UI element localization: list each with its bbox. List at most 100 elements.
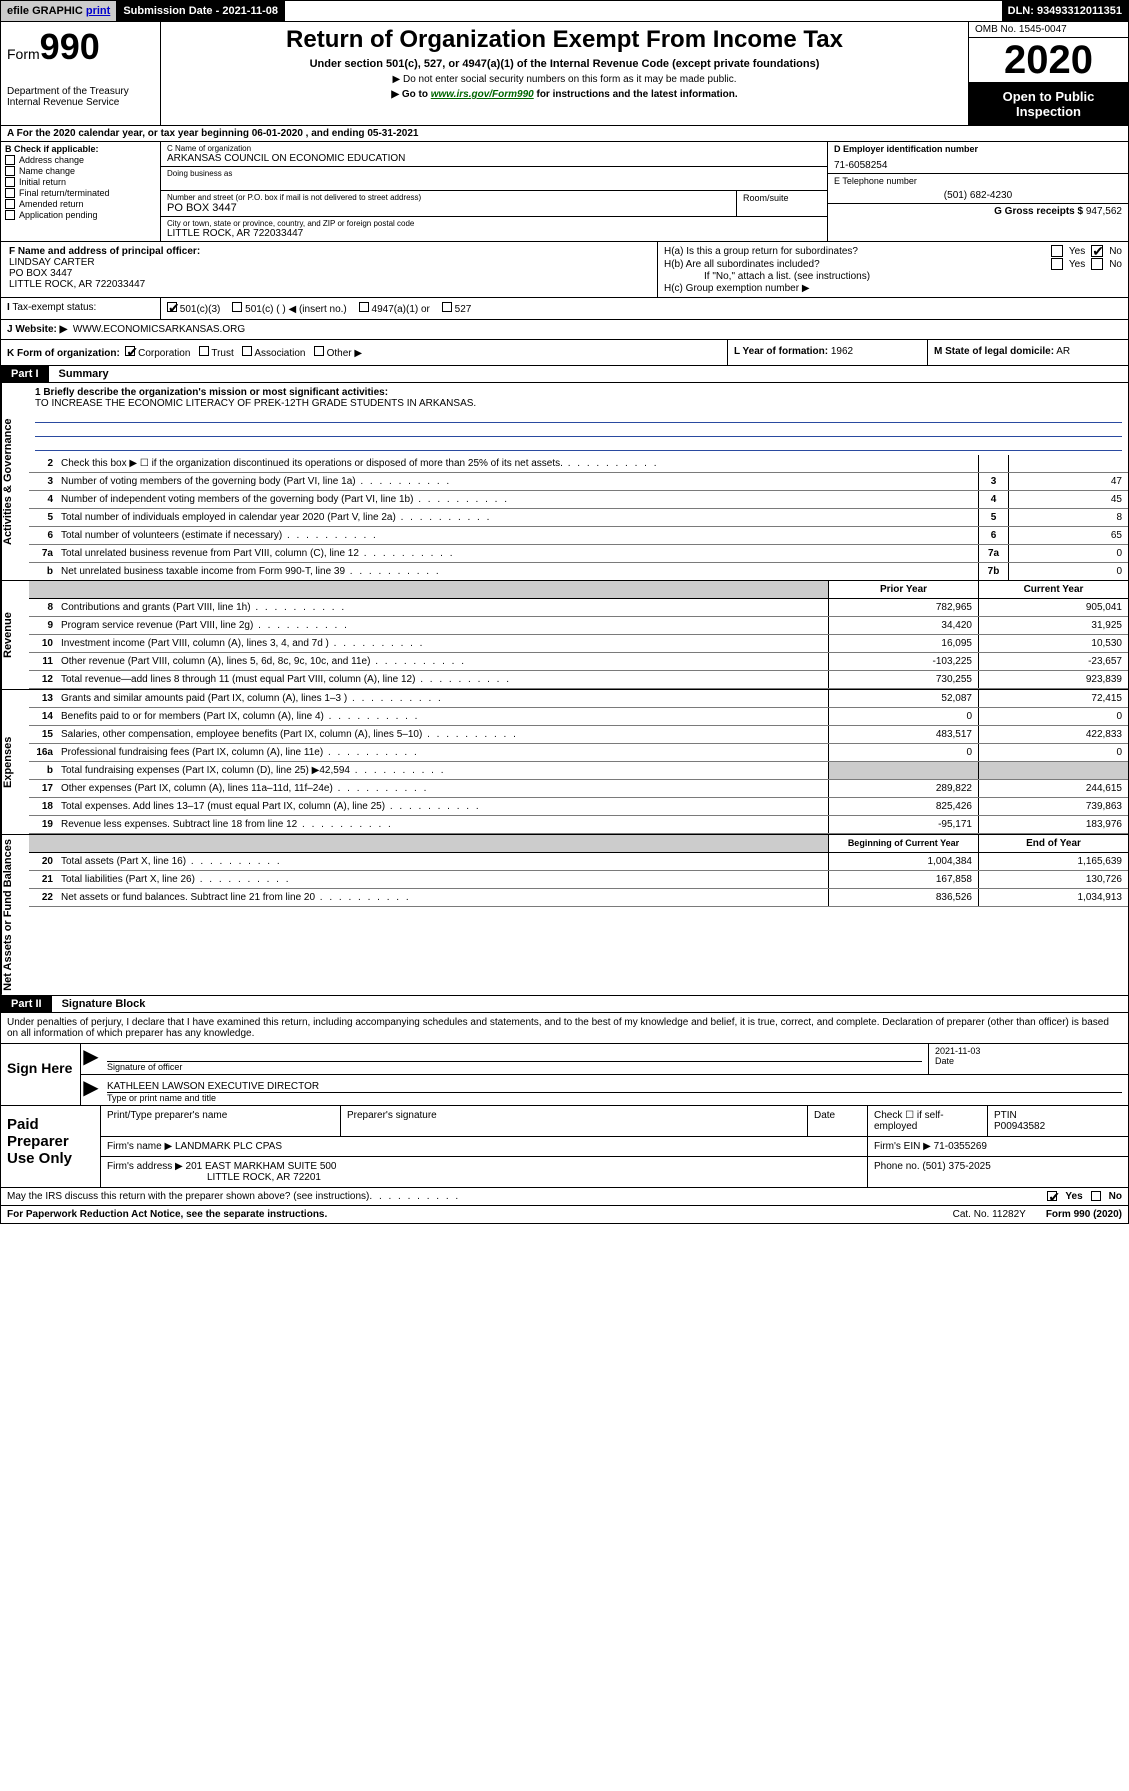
governance-body: 1 Briefly describe the organization's mi…: [29, 383, 1128, 580]
street-cell: Number and street (or P.O. box if mail i…: [161, 191, 737, 216]
irs-link[interactable]: www.irs.gov/Form990: [431, 89, 534, 100]
gov-row: 3Number of voting members of the governi…: [29, 473, 1128, 491]
room-cell: Room/suite: [737, 191, 827, 216]
paid-preparer-label: Paid Preparer Use Only: [1, 1106, 101, 1187]
prep-sig-label: Preparer's signature: [341, 1106, 808, 1136]
mission-label: 1 Briefly describe the organization's mi…: [35, 387, 388, 398]
name-title-label: Type or print name and title: [107, 1093, 1122, 1103]
h-c-row: H(c) Group exemption number ▶: [664, 283, 1122, 294]
ha-no[interactable]: [1091, 245, 1103, 257]
prior-year-header: Prior Year: [828, 581, 978, 598]
ck-501c[interactable]: [232, 302, 242, 312]
data-row: bTotal fundraising expenses (Part IX, co…: [29, 762, 1128, 780]
row-j-website: J Website: ▶ WWW.ECONOMICSARKANSAS.ORG: [0, 320, 1129, 340]
row-klm: K Form of organization: Corporation Trus…: [0, 340, 1129, 366]
tax-status-options: 501(c)(3) 501(c) ( ) ◀ (insert no.) 4947…: [161, 298, 1128, 319]
ck-app-pending[interactable]: Application pending: [5, 210, 156, 220]
part-ii-header: Part II Signature Block: [0, 996, 1129, 1013]
discuss-row: May the IRS discuss this return with the…: [0, 1188, 1129, 1206]
sign-here-body: ▶ Signature of officer 2021-11-03 Date ▶…: [81, 1044, 1128, 1105]
gov-row: 5Total number of individuals employed in…: [29, 509, 1128, 527]
return-title: Return of Organization Exempt From Incom…: [169, 26, 960, 54]
m-state: M State of legal domicile: AR: [928, 340, 1128, 365]
firm-addr2: LITTLE ROCK, AR 72201: [107, 1172, 321, 1183]
officer-addr1: PO BOX 3447: [9, 268, 649, 279]
col-f-officer: F Name and address of principal officer:…: [1, 242, 658, 297]
net-assets-section: Net Assets or Fund Balances Beginning of…: [0, 835, 1129, 996]
sign-here-block: Sign Here ▶ Signature of officer 2021-11…: [0, 1043, 1129, 1106]
mission-text: TO INCREASE THE ECONOMIC LITERACY OF PRE…: [35, 398, 1122, 409]
h-b-note: If "No," attach a list. (see instruction…: [664, 271, 1122, 282]
row-i-tax-status: I Tax-exempt status: 501(c)(3) 501(c) ( …: [0, 298, 1129, 320]
org-name: ARKANSAS COUNCIL ON ECONOMIC EDUCATION: [167, 153, 821, 164]
side-tab-net-assets: Net Assets or Fund Balances: [1, 835, 29, 995]
block-bcd: B Check if applicable: Address change Na…: [0, 142, 1129, 242]
paperwork-notice: For Paperwork Reduction Act Notice, see …: [7, 1209, 327, 1220]
data-row: 13Grants and similar amounts paid (Part …: [29, 690, 1128, 708]
side-tab-expenses: Expenses: [1, 690, 29, 834]
k-label: K Form of organization:: [7, 348, 120, 359]
name-title-cell: KATHLEEN LAWSON EXECUTIVE DIRECTOR Type …: [101, 1075, 1128, 1105]
revenue-col-header: Prior Year Current Year: [29, 581, 1128, 599]
net-assets-body: Beginning of Current Year End of Year 20…: [29, 835, 1128, 995]
sign-date-value: 2021-11-03: [935, 1046, 1122, 1056]
dba-label: Doing business as: [167, 169, 821, 178]
tax-status-label: I Tax-exempt status:: [1, 298, 161, 319]
header-left: Form990 Department of the Treasury Inter…: [1, 22, 161, 125]
ha-yes[interactable]: [1051, 245, 1063, 257]
col-h-group: H(a) Is this a group return for subordin…: [658, 242, 1128, 297]
ck-other[interactable]: [314, 346, 324, 356]
part-ii-title: Signature Block: [52, 996, 156, 1012]
ck-address-change[interactable]: Address change: [5, 155, 156, 165]
subtitle-2: ▶ Do not enter social security numbers o…: [169, 74, 960, 85]
website-label: Website: ▶: [15, 324, 67, 335]
data-row: 22Net assets or fund balances. Subtract …: [29, 889, 1128, 907]
ck-amended[interactable]: Amended return: [5, 199, 156, 209]
signature-label: Signature of officer: [107, 1062, 922, 1072]
dln: DLN: 93493312011351: [1002, 1, 1128, 21]
ck-trust[interactable]: [199, 346, 209, 356]
sign-arrow-icon-2: ▶: [81, 1075, 101, 1105]
ck-corporation[interactable]: [125, 346, 135, 356]
block-fh: F Name and address of principal officer:…: [0, 242, 1129, 298]
data-row: 16aProfessional fundraising fees (Part I…: [29, 744, 1128, 762]
gov-row: bNet unrelated business taxable income f…: [29, 563, 1128, 580]
ein-label: D Employer identification number: [834, 144, 1122, 154]
part-i-title: Summary: [49, 366, 119, 382]
tel-label: E Telephone number: [834, 176, 1122, 186]
hb-yes[interactable]: [1051, 258, 1063, 270]
org-name-label: C Name of organization: [167, 144, 821, 153]
discuss-yes[interactable]: [1047, 1191, 1057, 1201]
mission-block: 1 Briefly describe the organization's mi…: [29, 383, 1128, 455]
ein-cell: D Employer identification number 71-6058…: [828, 142, 1128, 174]
address-row: Number and street (or P.O. box if mail i…: [161, 191, 827, 217]
ck-final-return[interactable]: Final return/terminated: [5, 188, 156, 198]
data-row: 18Total expenses. Add lines 13–17 (must …: [29, 798, 1128, 816]
dba-cell: Doing business as: [161, 167, 827, 191]
subtitle-1: Under section 501(c), 527, or 4947(a)(1)…: [169, 58, 960, 70]
tel-value: (501) 682-4230: [834, 190, 1122, 201]
gross-value: 947,562: [1086, 206, 1122, 217]
form-prefix: Form: [7, 46, 40, 62]
efile-link[interactable]: efile GRAPHIC print: [1, 1, 117, 21]
gross-label: G Gross receipts $: [994, 206, 1083, 217]
header-right: OMB No. 1545-0047 2020 Open to Public In…: [968, 22, 1128, 125]
ck-name-change[interactable]: Name change: [5, 166, 156, 176]
print-link[interactable]: print: [86, 5, 110, 17]
ha-label: H(a) Is this a group return for subordin…: [664, 246, 858, 257]
ck-4947[interactable]: [359, 302, 369, 312]
paid-preparer-block: Paid Preparer Use Only Print/Type prepar…: [0, 1106, 1129, 1188]
ck-association[interactable]: [242, 346, 252, 356]
ck-501c3[interactable]: [167, 302, 177, 312]
sign-date-label: Date: [935, 1056, 1122, 1066]
ck-initial-return[interactable]: Initial return: [5, 177, 156, 187]
prep-self-emp: Check ☐ if self-employed: [868, 1106, 988, 1136]
firm-ein: 71-0355269: [934, 1141, 987, 1152]
top-bar: efile GRAPHIC print Submission Date - 20…: [0, 0, 1129, 22]
l-year-formation: L Year of formation: 1962: [728, 340, 928, 365]
ck-527[interactable]: [442, 302, 452, 312]
col-c-org-info: C Name of organization ARKANSAS COUNCIL …: [161, 142, 828, 241]
beginning-year-header: Beginning of Current Year: [828, 835, 978, 852]
discuss-no[interactable]: [1091, 1191, 1101, 1201]
data-row: 20Total assets (Part X, line 16)1,004,38…: [29, 853, 1128, 871]
